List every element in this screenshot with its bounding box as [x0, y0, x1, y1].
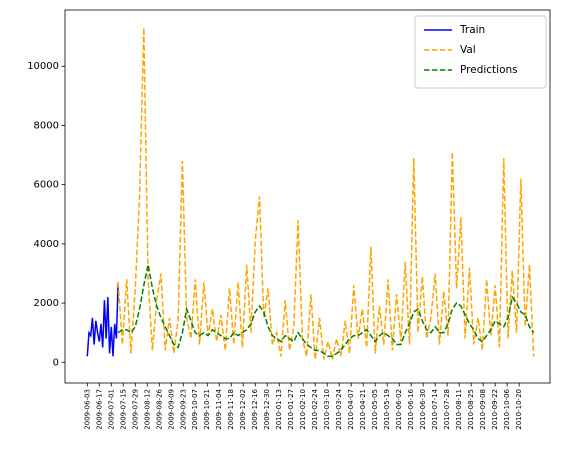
x-tick-label: 2010-02-24: [311, 388, 319, 429]
x-tick-label: 2010-03-10: [323, 389, 331, 430]
series-line: [117, 27, 535, 360]
y-tick-label: 6000: [34, 180, 59, 191]
x-tick-label: 2010-08-11: [455, 389, 463, 430]
x-tick-label: 2009-08-26: [155, 388, 163, 429]
legend-label: Predictions: [460, 64, 518, 76]
x-tick-label: 2009-10-21: [203, 389, 211, 430]
x-tick-label: 2009-11-18: [227, 389, 235, 430]
x-tick-label: 2009-12-16: [251, 388, 259, 429]
plot-frame: [64, 9, 551, 384]
x-tick-label: 2010-06-16: [407, 388, 415, 429]
x-tick-label: 2009-08-12: [143, 389, 151, 430]
x-tick-label: 2010-09-22: [491, 389, 499, 430]
x-tick-label: 2010-04-07: [347, 389, 355, 430]
x-tick-label: 2009-12-30: [263, 389, 271, 430]
x-tick-label: 2010-01-27: [287, 389, 295, 430]
y-tick-label: 2000: [34, 298, 59, 309]
x-tick-label: 2010-08-25: [467, 389, 475, 430]
x-tick-label: 2010-10-06: [503, 388, 511, 429]
series-line: [117, 264, 535, 358]
y-tick-label: 8000: [34, 120, 59, 131]
y-tick-label: 0: [53, 357, 59, 368]
x-tick-label: 2009-07-15: [119, 389, 127, 430]
y-tick-label: 10000: [27, 61, 59, 72]
legend-label: Train: [459, 24, 485, 36]
y-tick-label: 4000: [34, 239, 59, 250]
x-tick-label: 2009-09-09: [167, 389, 175, 430]
x-tick-label: 2010-06-02: [395, 389, 403, 430]
legend: Train Val Predictions: [414, 15, 547, 89]
legend-label: Val: [460, 44, 476, 56]
x-tick-label: 2010-10-20: [515, 389, 523, 430]
x-tick-label: 2010-05-05: [371, 389, 379, 430]
x-tick-label: 2009-06-03: [83, 389, 91, 430]
x-tick-label: 2010-05-19: [383, 389, 391, 430]
x-tick-label: 2010-07-14: [431, 388, 439, 429]
x-tick-label: 2010-01-13: [275, 389, 283, 430]
series-line: [86, 282, 119, 357]
x-tick-label: 2010-07-28: [443, 389, 451, 430]
x-tick-label: 2009-07-01: [107, 389, 115, 430]
x-tick-label: 2009-10-07: [191, 389, 199, 430]
x-tick-label: 2009-06-17: [95, 389, 103, 430]
x-tick-label: 2010-04-21: [359, 389, 367, 430]
x-tick-label: 2009-12-02: [239, 389, 247, 430]
x-tick-label: 2009-09-23: [179, 389, 187, 430]
x-tick-label: 2009-07-29: [131, 389, 139, 430]
x-tick-label: 2010-02-10: [299, 389, 307, 430]
x-tick-label: 2009-11-04: [215, 388, 223, 429]
x-tick-label: 2010-09-08: [479, 389, 487, 430]
x-tick-label: 2010-03-24: [335, 388, 343, 429]
x-tick-label: 2010-06-30: [419, 389, 427, 430]
